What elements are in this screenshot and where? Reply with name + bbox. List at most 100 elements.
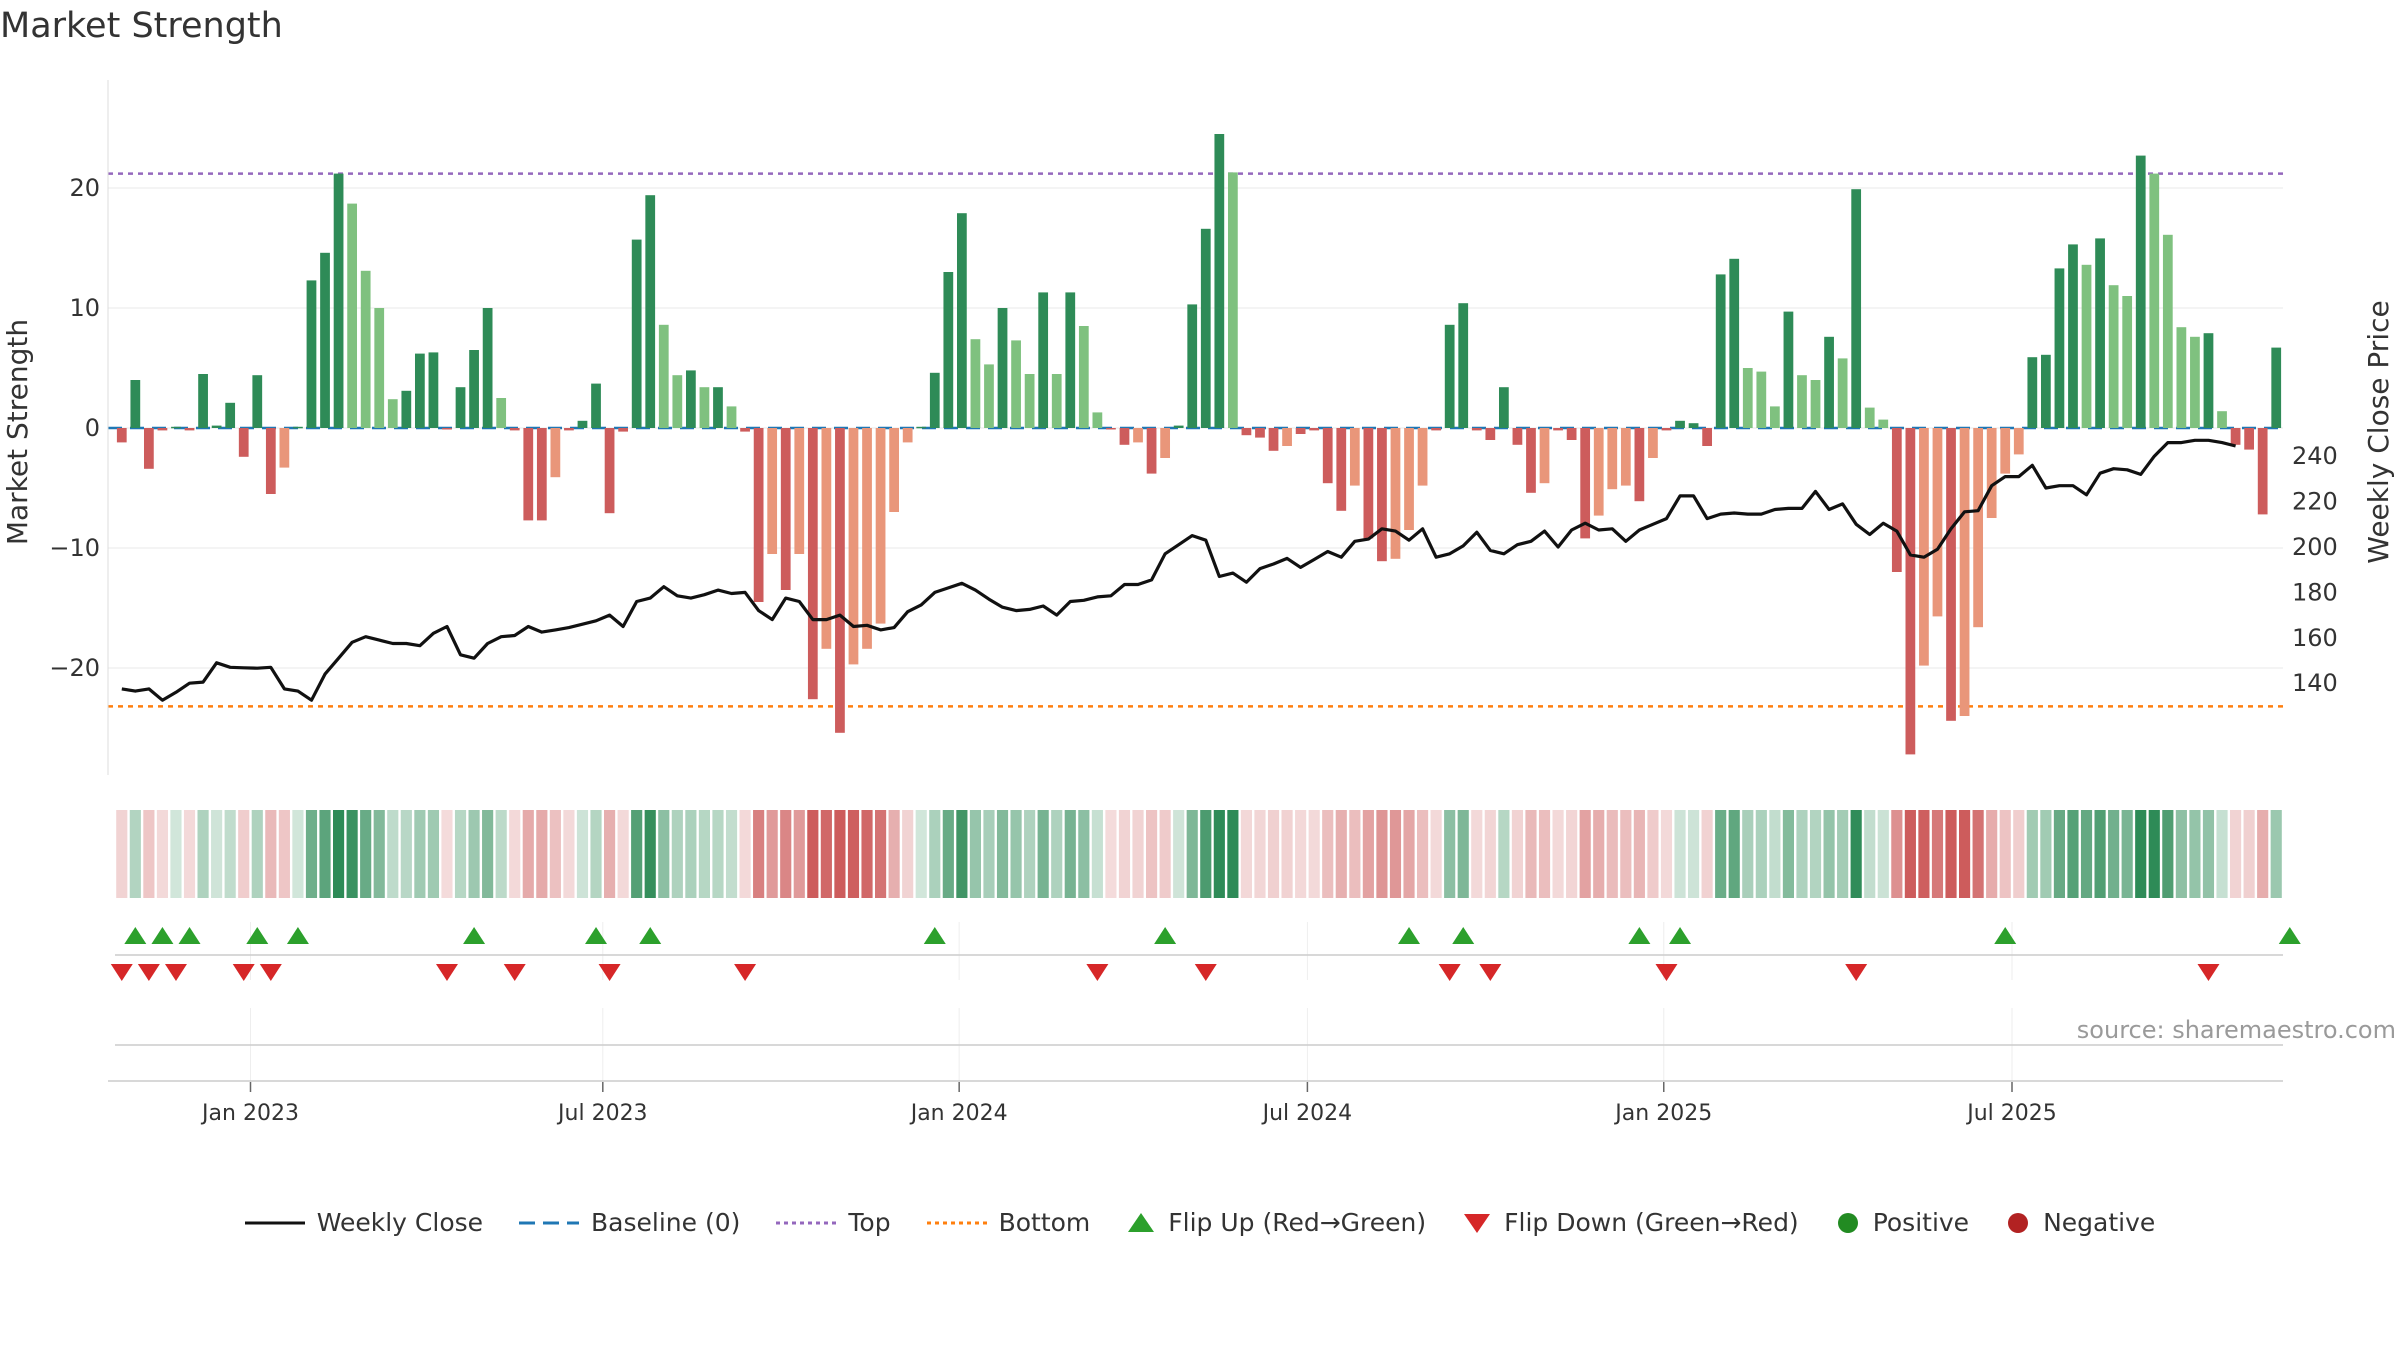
heat-strip-cell bbox=[2053, 810, 2065, 898]
x-tick-label: Jul 2023 bbox=[556, 1101, 648, 1126]
y-tick-label-left: −10 bbox=[49, 534, 100, 562]
strength-bar bbox=[252, 375, 263, 428]
heat-strip-cell bbox=[1213, 810, 1225, 898]
flip-down-marker bbox=[1438, 964, 1461, 981]
strength-bar bbox=[2176, 327, 2187, 428]
heat-strip-cell bbox=[1972, 810, 1984, 898]
heat-strip-cell bbox=[1538, 810, 1551, 898]
strength-bar bbox=[672, 375, 683, 428]
heat-strip-cell bbox=[929, 810, 941, 898]
strength-bar bbox=[2244, 428, 2255, 450]
strength-heat-strip bbox=[116, 810, 2282, 898]
heat-strip-cell bbox=[766, 810, 778, 898]
strength-bar bbox=[1593, 428, 1604, 516]
strength-bar bbox=[1986, 428, 1997, 518]
strength-bar bbox=[1309, 428, 1320, 431]
heat-strip-cell bbox=[1444, 810, 1456, 898]
strength-bar bbox=[1458, 303, 1469, 428]
heat-strip-cell bbox=[2148, 810, 2160, 898]
strength-bar bbox=[1661, 428, 1672, 431]
heat-strip-cell bbox=[861, 810, 873, 898]
strength-bar bbox=[1173, 425, 1184, 428]
heat-strip-cell bbox=[1322, 810, 1334, 898]
heat-strip-cell bbox=[1132, 810, 1144, 898]
strength-bar bbox=[889, 428, 900, 512]
flip-down-marker bbox=[1655, 964, 1678, 981]
heat-strip-cell bbox=[1430, 810, 1442, 898]
heat-strip-cell bbox=[116, 810, 128, 898]
strength-bar bbox=[1214, 134, 1225, 428]
heat-strip-cell bbox=[509, 810, 521, 898]
heat-strip-cell bbox=[739, 810, 751, 898]
heat-strip-cell bbox=[211, 810, 223, 898]
legend-label: Negative bbox=[2043, 1208, 2156, 1237]
heat-strip-cell bbox=[1742, 810, 1754, 898]
strength-bar bbox=[1241, 428, 1252, 436]
heat-strip-cell bbox=[1823, 810, 1835, 898]
strength-bar bbox=[1065, 292, 1076, 428]
flip-down-marker bbox=[259, 964, 282, 981]
strength-bar bbox=[1688, 423, 1699, 428]
strength-bar bbox=[1011, 340, 1021, 428]
heat-strip-cell bbox=[1552, 810, 1564, 898]
strength-bar bbox=[807, 428, 818, 700]
strength-bar bbox=[956, 213, 967, 428]
flip-up-marker bbox=[1628, 927, 1651, 944]
heat-strip-cell bbox=[1579, 810, 1591, 898]
heat-strip-cell bbox=[400, 810, 412, 898]
strength-bar bbox=[1106, 428, 1116, 430]
heat-strip-cell bbox=[1457, 810, 1469, 898]
heat-strip-cell bbox=[1064, 810, 1076, 898]
strength-bar bbox=[1810, 380, 1821, 428]
strength-bar bbox=[2027, 357, 2038, 428]
strength-bar bbox=[753, 428, 764, 602]
heat-strip-cell bbox=[1078, 810, 1090, 898]
strength-bar bbox=[1675, 420, 1685, 428]
strength-bar bbox=[1539, 428, 1550, 484]
heat-strip-cell bbox=[1240, 810, 1252, 898]
heat-strip-cell bbox=[1620, 810, 1632, 898]
strength-bar bbox=[320, 252, 330, 428]
heat-strip-cell bbox=[1349, 810, 1361, 898]
heat-strip-cell bbox=[1281, 810, 1293, 898]
heat-strip-cell bbox=[170, 810, 182, 898]
strength-bar bbox=[347, 203, 358, 428]
weekly-close-polyline bbox=[121, 438, 2236, 702]
heat-strip-cell bbox=[183, 810, 196, 898]
positive-dot-icon bbox=[1837, 1212, 1858, 1233]
strength-bar bbox=[740, 428, 750, 432]
heat-strip-cell bbox=[1891, 810, 1903, 898]
strength-bar bbox=[848, 428, 859, 665]
heat-strip-cell bbox=[1986, 810, 1998, 898]
flip-down-marker bbox=[2197, 964, 2220, 981]
x-tick-label: Jul 2025 bbox=[1965, 1101, 2057, 1126]
strength-bar bbox=[929, 372, 940, 428]
heat-strip-cell bbox=[305, 810, 318, 898]
strength-bar bbox=[726, 406, 737, 428]
strength-bar bbox=[1024, 374, 1035, 428]
heat-strip-cell bbox=[888, 810, 900, 898]
strength-bar bbox=[1255, 428, 1265, 438]
strength-bar bbox=[618, 428, 629, 432]
flip-up-marker bbox=[1994, 927, 2017, 944]
strength-bar bbox=[1566, 428, 1577, 440]
strength-bar bbox=[1512, 428, 1523, 445]
strength-bar bbox=[1769, 406, 1780, 428]
strength-bar bbox=[2149, 173, 2160, 428]
heat-strip-cell bbox=[847, 810, 860, 898]
strength-bar bbox=[658, 324, 669, 428]
negative-dot-icon bbox=[2008, 1212, 2029, 1233]
heat-strip-cell bbox=[1904, 810, 1916, 898]
heat-strip-cell bbox=[1105, 810, 1117, 898]
heat-strip-cell bbox=[2230, 810, 2242, 898]
strength-bar bbox=[2122, 296, 2133, 428]
heat-strip-cell bbox=[1295, 810, 1307, 898]
flip-up-marker bbox=[1452, 927, 1475, 944]
strength-bar bbox=[1078, 326, 1089, 428]
strength-bar bbox=[862, 428, 872, 649]
heat-strip-cell bbox=[346, 810, 358, 898]
flip-markers bbox=[110, 927, 2301, 981]
strength-bar bbox=[293, 426, 303, 429]
heat-strip-cell bbox=[631, 810, 643, 898]
strength-bar bbox=[2217, 411, 2227, 428]
